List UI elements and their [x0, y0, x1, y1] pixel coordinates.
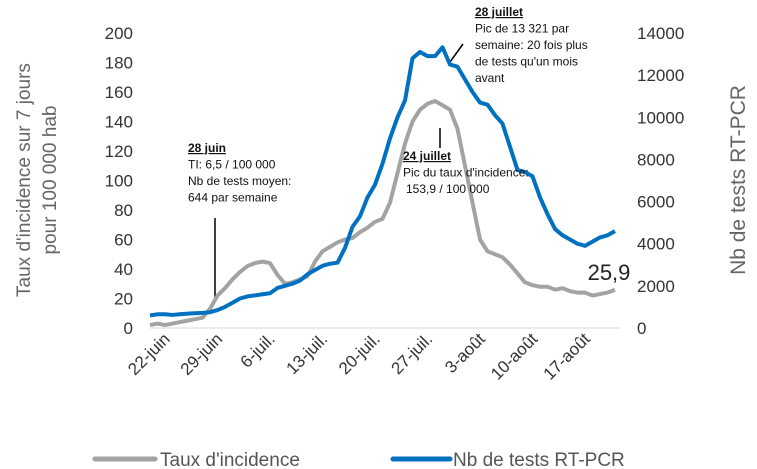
- x-tick-label: 6-juil.: [237, 329, 279, 371]
- y-axis-label: Taux d'incidence sur 7 jours: [14, 63, 35, 297]
- y2-tick-label: 8000: [637, 150, 675, 169]
- series-line: [149, 45, 616, 318]
- annotation-title: 24 juillet: [403, 149, 451, 163]
- y-tick-label: 80: [114, 201, 133, 220]
- annotation-text: Nb de tests moyen:: [188, 174, 291, 188]
- y-tick-label: 40: [114, 260, 133, 279]
- annotation-pointer: [449, 43, 464, 63]
- y-tick-label: 200: [105, 24, 133, 43]
- y2-tick-label: 2000: [637, 277, 675, 296]
- annotation-text: Pic du taux d'incidence:: [403, 166, 529, 180]
- data-label: 25,9: [588, 260, 631, 285]
- x-tick-label: 29-juin: [177, 329, 227, 379]
- y2-tick-label: 10000: [637, 108, 684, 127]
- y-axis-label: pour 100 000 hab: [40, 106, 61, 255]
- y-tick-label: 20: [114, 290, 133, 309]
- y-tick-label: 120: [105, 142, 133, 161]
- series-line: [149, 98, 616, 328]
- annotation-title: 28 juillet: [475, 5, 523, 19]
- y-tick-label: 140: [105, 113, 133, 132]
- y-tick-label: 60: [114, 231, 133, 250]
- x-tick-label: 10-août: [487, 329, 541, 383]
- x-tick-label: 13-juil.: [282, 329, 331, 378]
- annotation-text: TI: 6,5 / 100 000: [188, 158, 276, 172]
- x-tick-label: 3-août: [441, 329, 489, 377]
- annotation-text: avant: [475, 71, 505, 85]
- annotation-text: de tests qu'un mois: [475, 55, 578, 69]
- y2-tick-label: 12000: [637, 66, 684, 85]
- y-tick-label: 0: [124, 319, 133, 338]
- annotation-title: 28 juin: [188, 141, 226, 155]
- legend-label: Taux d'incidence: [160, 450, 300, 469]
- x-tick-label: 27-juil.: [387, 329, 436, 378]
- annotation-text: 153,9 / 100 000: [406, 182, 490, 196]
- annotation-text: 644 par semaine: [188, 191, 278, 205]
- y-tick-label: 180: [105, 54, 133, 73]
- annotation-text: Pic de 13 321 par: [475, 22, 569, 36]
- y-tick-label: 100: [105, 172, 133, 191]
- x-tick-label: 20-juil.: [335, 329, 384, 378]
- annotation-text: semaine: 20 fois plus: [475, 38, 588, 52]
- y2-tick-label: 14000: [637, 24, 684, 43]
- y-tick-label: 160: [105, 83, 133, 102]
- y2-tick-label: 4000: [637, 235, 675, 254]
- x-tick-label: 17-août: [540, 329, 594, 383]
- y2-tick-label: 0: [637, 319, 646, 338]
- y2-axis-label: Nb de tests RT-PCR: [727, 85, 750, 275]
- y2-tick-label: 6000: [637, 193, 675, 212]
- legend-label: Nb de tests RT-PCR: [453, 450, 625, 469]
